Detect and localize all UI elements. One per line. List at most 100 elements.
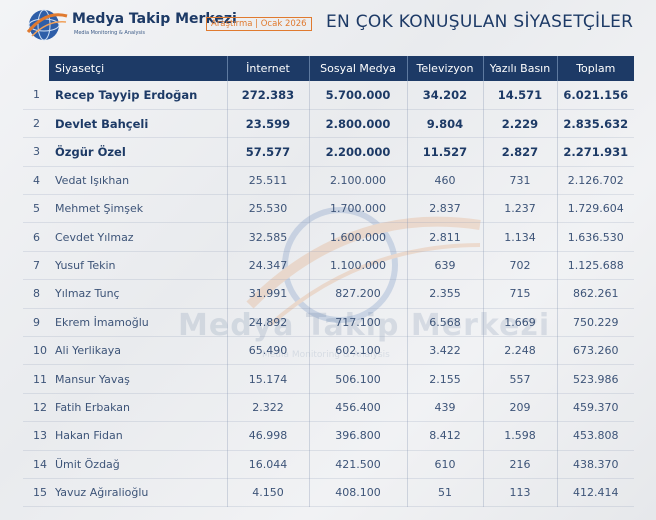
cell-social-media: 1.600.000 [309,222,408,252]
cell-internet: 31.991 [227,279,310,309]
cell-internet: 16.044 [227,450,310,479]
cell-internet: 57.577 [227,137,310,167]
cell-social-media: 396.800 [309,421,408,451]
column-header-print-press: Yazılı Basın [483,56,558,81]
cell-rank: 13 [23,421,49,451]
column-header-television: Televizyon [407,56,484,81]
cell-print-press: 1.134 [483,222,558,252]
cell-print-press: 2.827 [483,137,558,167]
cell-print-press: 715 [483,279,558,309]
cell-print-press: 216 [483,450,558,479]
cell-social-media: 827.200 [309,279,408,309]
cell-print-press: 2.248 [483,336,558,366]
table-row: 7 Yusuf Tekin 24.347 1.100.000 639 702 1.125.6… [23,251,634,281]
cell-print-press: 702 [483,251,558,281]
cell-internet: 272.383 [227,81,310,110]
table-row: 1 Recep Tayyip Erdoğan 272.383 5.700.000 34.… [23,81,634,110]
globe-swoosh-icon [26,9,68,41]
cell-print-press: 113 [483,478,558,508]
cell-politician: Fatih Erbakan [49,393,228,423]
cell-rank: 12 [23,393,49,423]
cell-television: 11.527 [407,137,484,167]
column-header-rank [23,56,49,81]
cell-politician: Ali Yerlikaya [49,336,228,366]
cell-total: 453.808 [557,421,634,451]
date-tag: Araştırma | Ocak 2026 [206,17,312,31]
cell-television: 9.804 [407,109,484,139]
cell-politician: Ümit Özdağ [49,450,228,479]
cell-social-media: 2.200.000 [309,137,408,167]
cell-total: 673.260 [557,336,634,366]
cell-internet: 24.892 [227,308,310,338]
column-header-social-media: Sosyal Medya [309,56,408,81]
cell-rank: 2 [23,109,49,139]
cell-social-media: 2.100.000 [309,166,408,196]
cell-politician: Vedat Işıkhan [49,166,228,196]
cell-total: 459.370 [557,393,634,423]
table-row: 2 Devlet Bahçeli 23.599 2.800.000 9.804 2.229… [23,109,634,139]
table-row: 4 Vedat Işıkhan 25.511 2.100.000 460 731 2.126… [23,166,634,196]
cell-total: 412.414 [557,478,634,508]
table-row: 14 Ümit Özdağ 16.044 421.500 610 216 438.370 [23,450,634,479]
cell-total: 2.271.931 [557,137,634,167]
cell-politician: Devlet Bahçeli [49,109,228,139]
cell-social-media: 408.100 [309,478,408,508]
cell-politician: Özgür Özel [49,137,228,167]
table-row: 15 Yavuz Ağıralioğlu 4.150 408.100 51 113 412.… [23,478,634,508]
cell-total: 1.636.530 [557,222,634,252]
table-row: 12 Fatih Erbakan 2.322 456.400 439 209 459.370 [23,393,634,423]
cell-politician: Yusuf Tekin [49,251,228,281]
cell-internet: 65.490 [227,336,310,366]
cell-internet: 46.998 [227,421,310,451]
cell-television: 439 [407,393,484,423]
cell-politician: Recep Tayyip Erdoğan [49,81,228,110]
cell-print-press: 1.598 [483,421,558,451]
cell-total: 6.021.156 [557,81,634,110]
cell-politician: Mansur Yavaş [49,364,228,394]
cell-television: 639 [407,251,484,281]
cell-politician: Mehmet Şimşek [49,194,228,224]
cell-total: 438.370 [557,450,634,479]
cell-print-press: 209 [483,393,558,423]
table-row: 5 Mehmet Şimşek 25.530 1.700.000 2.837 1.237 1… [23,194,634,224]
cell-internet: 25.511 [227,166,310,196]
cell-rank: 5 [23,194,49,224]
table-row: 13 Hakan Fidan 46.998 396.800 8.412 1.598 453.… [23,421,634,451]
cell-television: 6.568 [407,308,484,338]
table-header-row: Siyasetçi İnternet Sosyal Medya Televizyon Y… [23,56,634,81]
cell-rank: 10 [23,336,49,366]
cell-rank: 6 [23,222,49,252]
cell-social-media: 717.100 [309,308,408,338]
cell-politician: Hakan Fidan [49,421,228,451]
cell-total: 2.835.632 [557,109,634,139]
cell-rank: 3 [23,137,49,167]
cell-social-media: 1.100.000 [309,251,408,281]
cell-rank: 4 [23,166,49,196]
page-title: EN ÇOK KONUŞULAN SİYASETÇİLER [326,12,634,32]
ranking-table: Siyasetçi İnternet Sosyal Medya Televizyon Y… [23,56,634,508]
cell-print-press: 557 [483,364,558,394]
cell-television: 2.837 [407,194,484,224]
cell-total: 2.126.702 [557,166,634,196]
brand-name: Medya Takip Merkezi [72,11,237,27]
table-row: 6 Cevdet Yılmaz 32.585 1.600.000 2.811 1.134 1… [23,222,634,252]
table-row: 8 Yılmaz Tunç 31.991 827.200 2.355 715 862.261 [23,279,634,309]
cell-television: 610 [407,450,484,479]
cell-politician: Cevdet Yılmaz [49,222,228,252]
column-header-internet: İnternet [227,56,310,81]
cell-rank: 15 [23,478,49,508]
cell-total: 1.729.604 [557,194,634,224]
cell-internet: 32.585 [227,222,310,252]
cell-television: 2.811 [407,222,484,252]
cell-total: 1.125.688 [557,251,634,281]
cell-politician: Yılmaz Tunç [49,279,228,309]
brand-subtitle: Media Monitoring & Analysis [74,30,146,36]
cell-social-media: 421.500 [309,450,408,479]
cell-print-press: 2.229 [483,109,558,139]
header: Medya Takip Merkezi Media Monitoring & A… [0,0,656,50]
cell-internet: 25.530 [227,194,310,224]
cell-internet: 2.322 [227,393,310,423]
cell-social-media: 456.400 [309,393,408,423]
cell-television: 460 [407,166,484,196]
cell-social-media: 2.800.000 [309,109,408,139]
